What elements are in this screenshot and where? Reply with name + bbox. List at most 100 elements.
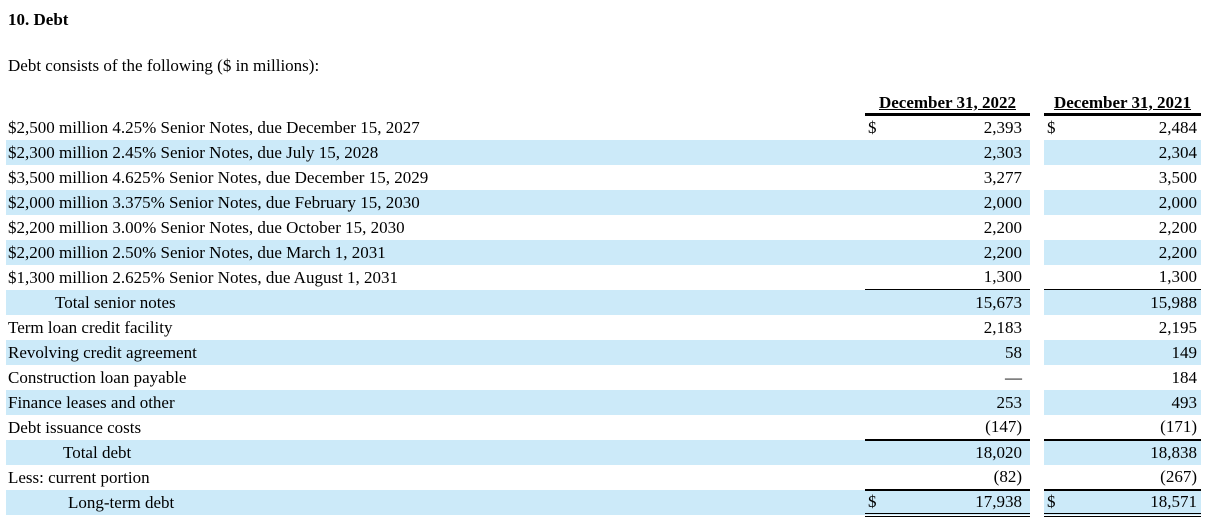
row-label: Less: current portion <box>8 467 150 487</box>
table-row: $2,500 million 4.25% Senior Notes, due D… <box>6 114 1201 140</box>
row-label: $2,300 million 2.45% Senior Notes, due J… <box>6 139 865 165</box>
amount-2021: 184 <box>1171 367 1198 387</box>
currency-symbol-2022 <box>865 365 887 390</box>
row-label: Total debt <box>6 439 865 465</box>
currency-symbol-2021 <box>1044 264 1066 290</box>
table-row: Finance leases and other 253 493 <box>6 389 1201 415</box>
currency-symbol-2021 <box>1044 215 1066 240</box>
amount-2021: 15,988 <box>1066 289 1201 315</box>
currency-symbol-2021 <box>1044 339 1066 365</box>
amount-2022: 253 <box>887 389 1030 415</box>
currency-symbol-2021 <box>1044 365 1066 390</box>
currency-symbol-2022: $ <box>868 118 877 138</box>
amount-2021: 2,304 <box>1066 139 1201 165</box>
currency-symbol-2021 <box>1044 165 1066 190</box>
row-label: Total senior notes <box>6 289 865 315</box>
currency-symbol-2021 <box>1044 189 1066 215</box>
currency-symbol-2022 <box>865 139 887 165</box>
currency-symbol-2021 <box>1044 289 1066 315</box>
column-header-2021: December 31, 2021 <box>1044 88 1201 116</box>
amount-2021: 3,500 <box>1158 167 1197 187</box>
column-gap <box>1030 114 1044 140</box>
column-gap <box>1030 464 1044 490</box>
amount-2022: 2,393 <box>983 118 1022 138</box>
amount-2022: 18,020 <box>887 439 1030 465</box>
currency-symbol-2022 <box>865 165 887 190</box>
currency-symbol-2021 <box>1044 464 1066 491</box>
table-row: $2,200 million 3.00% Senior Notes, due O… <box>6 214 1201 240</box>
currency-symbol-2022 <box>865 464 887 491</box>
section-title: 10. Debt <box>8 10 69 29</box>
amount-2022: 58 <box>887 339 1030 365</box>
row-label: $3,500 million 4.625% Senior Notes, due … <box>8 167 429 187</box>
amount-2022: 2,303 <box>887 139 1030 165</box>
column-gap <box>1030 214 1044 240</box>
amount-2022: 3,277 <box>983 167 1022 187</box>
intro-text: Debt consists of the following ($ in mil… <box>8 56 320 75</box>
table-row: Revolving credit agreement 58 149 <box>6 339 1201 365</box>
currency-symbol-2022 <box>865 315 887 340</box>
table-row: $3,500 million 4.625% Senior Notes, due … <box>6 164 1201 190</box>
amount-2021: (267) <box>1066 464 1201 491</box>
row-label: Revolving credit agreement <box>6 339 865 365</box>
currency-symbol-2021: $ <box>1047 118 1056 138</box>
table-row: Debt issuance costs (147) (171) <box>6 414 1201 441</box>
row-label: $2,200 million 3.00% Senior Notes, due O… <box>8 217 405 237</box>
amount-2021: 18,571 <box>1066 489 1201 517</box>
currency-symbol-2021 <box>1044 315 1066 340</box>
amount-2022: 2,000 <box>887 189 1030 215</box>
column-gap <box>1030 489 1044 515</box>
column-gap <box>1030 339 1044 365</box>
table-row-total: Long-term debt $ 17,938 $ 18,571 <box>6 489 1201 517</box>
table-row: Term loan credit facility 2,183 2,195 <box>6 314 1201 340</box>
header-spacer <box>6 88 865 115</box>
currency-symbol-2022 <box>865 189 887 215</box>
currency-symbol-2021 <box>1044 389 1066 415</box>
currency-symbol-2021 <box>1044 139 1066 165</box>
row-label: Term loan credit facility <box>8 317 173 337</box>
column-gap <box>1030 88 1044 115</box>
row-label: Finance leases and other <box>6 389 865 415</box>
amount-2021: 18,838 <box>1066 439 1201 465</box>
table-row-subtotal: Total senior notes 15,673 15,988 <box>6 289 1201 315</box>
table-row: $1,300 million 2.625% Senior Notes, due … <box>6 264 1201 290</box>
table-row: $2,300 million 2.45% Senior Notes, due J… <box>6 139 1201 165</box>
amount-2022: 15,673 <box>887 289 1030 315</box>
currency-symbol-2021 <box>1044 239 1066 265</box>
table-row-subtotal: Total debt 18,020 18,838 <box>6 439 1201 465</box>
column-header-2022: December 31, 2022 <box>865 88 1030 116</box>
column-gap <box>1030 314 1044 340</box>
column-gap <box>1030 164 1044 190</box>
amount-2022: (82) <box>887 464 1030 491</box>
amount-2021: 2,200 <box>1158 217 1197 237</box>
column-gap <box>1030 239 1044 265</box>
column-gap <box>1030 139 1044 165</box>
currency-symbol-2022 <box>865 439 887 465</box>
amount-2022: 2,200 <box>983 217 1022 237</box>
column-gap <box>1030 439 1044 465</box>
row-label: Construction loan payable <box>8 367 187 387</box>
amount-2021: 149 <box>1066 339 1201 365</box>
row-label: $1,300 million 2.625% Senior Notes, due … <box>8 267 399 287</box>
debt-table: December 31, 2022 December 31, 2021 $2,5… <box>6 88 1201 517</box>
amount-2022: 17,938 <box>887 489 1030 517</box>
amount-2021: 2,000 <box>1066 189 1201 215</box>
amount-2022: (147) <box>887 414 1030 441</box>
row-label: $2,500 million 4.25% Senior Notes, due D… <box>8 117 420 137</box>
row-label: Debt issuance costs <box>8 417 142 437</box>
currency-symbol-2022 <box>865 389 887 415</box>
currency-symbol-2022 <box>865 215 887 240</box>
amount-2021: 493 <box>1066 389 1201 415</box>
row-label: $2,200 million 2.50% Senior Notes, due M… <box>6 239 865 265</box>
currency-symbol-2022 <box>865 414 887 441</box>
currency-symbol-2022 <box>865 339 887 365</box>
table-row: Construction loan payable — 184 <box>6 364 1201 390</box>
row-label: $2,000 million 3.375% Senior Notes, due … <box>6 189 865 215</box>
table-row: Less: current portion (82) (267) <box>6 464 1201 491</box>
row-label: Long-term debt <box>6 489 865 515</box>
currency-symbol-2022 <box>865 239 887 265</box>
column-gap <box>1030 364 1044 390</box>
amount-2021: 2,484 <box>1158 118 1197 138</box>
currency-symbol-2021 <box>1044 414 1066 441</box>
